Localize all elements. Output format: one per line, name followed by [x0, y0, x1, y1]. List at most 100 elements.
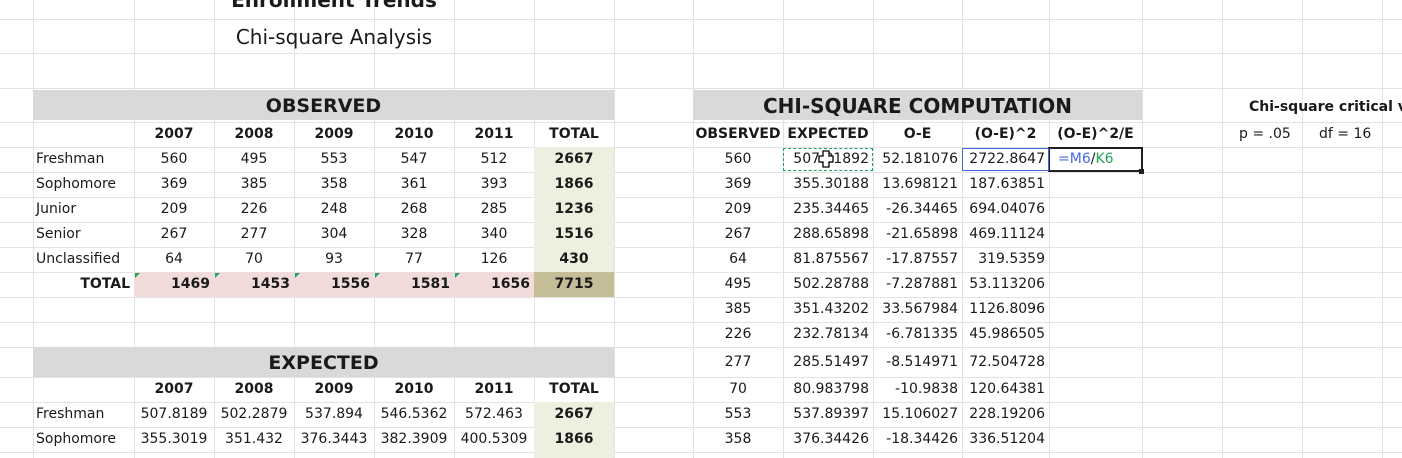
formula-indicator-icon: [455, 273, 460, 278]
observed-cell: 209: [160, 201, 188, 217]
chi-cell: 45.986505: [969, 326, 1045, 342]
chi-cell: 120.64381: [969, 381, 1045, 397]
grid-col-line: [214, 0, 215, 458]
grid-col-line: [454, 0, 455, 458]
expected-total-column-fill: [534, 402, 614, 458]
expected-cell: 507.8189: [140, 406, 208, 422]
chi-cell: 495: [724, 276, 752, 292]
chi-cell: 285.51497: [793, 354, 869, 370]
formula-indicator-icon: [215, 273, 220, 278]
chi-cell: 187.63851: [969, 176, 1045, 192]
chi-cell: 351.43202: [793, 301, 869, 317]
grid-col-line: [693, 0, 694, 458]
observed-cell: 560: [160, 151, 188, 167]
observed-row-total: 1516: [554, 226, 594, 242]
chi-header-band: [693, 90, 1142, 120]
chi-cell: -8.514971: [886, 354, 958, 370]
chi-cell: 560: [724, 151, 752, 167]
chi-cell: -7.287881: [886, 276, 958, 292]
grid-col-line: [1382, 0, 1383, 458]
grid-row-line: [0, 347, 1402, 348]
observed-total-column-fill: [534, 147, 614, 272]
observed-cell: 267: [160, 226, 188, 242]
grid-row-line: [0, 222, 1402, 223]
grid-row-line: [0, 147, 1402, 148]
observed-grand-total: 7715: [554, 276, 594, 292]
expected-header-band: [33, 347, 614, 377]
formula-ref-1: M6: [1069, 151, 1091, 167]
expected-row-label: Freshman: [36, 406, 105, 422]
grid-row-line: [0, 272, 1402, 273]
observed-row-total: 1236: [554, 201, 594, 217]
chi-column-header: (O-E)^2: [974, 126, 1037, 142]
chi-cell: 52.181076: [882, 151, 958, 167]
observed-column-header: 2009: [314, 126, 354, 142]
expected-cell: 400.5309: [460, 431, 528, 447]
observed-cell: 385: [240, 176, 268, 192]
formula-indicator-icon: [375, 273, 380, 278]
critical-df: df = 16: [1319, 126, 1372, 142]
chi-cell: -26.34465: [886, 201, 958, 217]
observed-column-header: 2008: [234, 126, 274, 142]
grid-col-line: [374, 0, 375, 458]
active-formula-cell[interactable]: =M6/K6: [1048, 147, 1143, 172]
expected-cell: 351.432: [225, 431, 283, 447]
chi-column-header: (O-E)^2/E: [1057, 126, 1134, 142]
chi-cell: 267: [724, 226, 752, 242]
chi-cell: 502.28788: [793, 276, 869, 292]
chi-cell: 1126.8096: [969, 301, 1045, 317]
expected-column-header: 2007: [154, 381, 194, 397]
chi-cell: 358: [724, 431, 752, 447]
chi-cell: 70: [729, 381, 747, 397]
observed-cell: 77: [405, 251, 423, 267]
observed-cell: 369: [160, 176, 188, 192]
fill-handle[interactable]: [1139, 169, 1144, 174]
observed-grand-total-fill: [534, 272, 614, 297]
chi-cell: 33.567984: [882, 301, 958, 317]
chi-cell: -18.34426: [886, 431, 958, 447]
formula-indicator-icon: [295, 273, 300, 278]
chi-cell: 226: [724, 326, 752, 342]
chi-cell: 469.11124: [969, 226, 1045, 242]
grid-col-line: [134, 0, 135, 458]
chi-cell: 319.5359: [978, 251, 1045, 267]
expected-cell: 376.3443: [300, 431, 368, 447]
grid-col-line: [1222, 0, 1223, 458]
grid-col-line: [33, 0, 34, 458]
chi-cell: 15.106027: [882, 406, 958, 422]
chi-column-header: OBSERVED: [695, 126, 781, 142]
observed-cell: 64: [165, 251, 183, 267]
grid-row-line: [0, 297, 1402, 298]
observed-row-total: 1866: [554, 176, 594, 192]
grid-row-line: [0, 247, 1402, 248]
chi-column-header: O-E: [903, 126, 932, 142]
chi-cell: 72.504728: [969, 354, 1045, 370]
observed-cell: 93: [325, 251, 343, 267]
observed-cell: 285: [480, 201, 508, 217]
chi-cell: 385: [724, 301, 752, 317]
observed-cell: 268: [400, 201, 428, 217]
sheet-subtitle: Chi-square Analysis: [235, 25, 433, 49]
observed-cell: 328: [400, 226, 428, 242]
formula-ref-2: K6: [1095, 151, 1114, 167]
chi-cell: 694.04076: [969, 201, 1045, 217]
expected-row-label: Sophomore: [36, 431, 117, 447]
grid-col-line: [783, 0, 784, 458]
chi-cell: 288.65898: [793, 226, 869, 242]
observed-cell: 547: [400, 151, 428, 167]
observed-cell: 553: [320, 151, 348, 167]
grid-row-line: [0, 88, 1402, 89]
chi-cell: 2722.8647: [969, 151, 1045, 167]
observed-header-band: [33, 90, 614, 120]
observed-column-total: 1556: [331, 276, 370, 292]
grid-row-line: [0, 427, 1402, 428]
expected-cell: 502.2879: [220, 406, 288, 422]
chi-cell: 232.78134: [793, 326, 869, 342]
observed-cell: 358: [320, 176, 348, 192]
grid-col-line: [1302, 0, 1303, 458]
observed-row-label: Junior: [36, 201, 77, 217]
grid-col-line: [873, 0, 874, 458]
expected-column-header: 2010: [394, 381, 434, 397]
chi-cell: 64: [729, 251, 747, 267]
expected-cell: 382.3909: [380, 431, 448, 447]
